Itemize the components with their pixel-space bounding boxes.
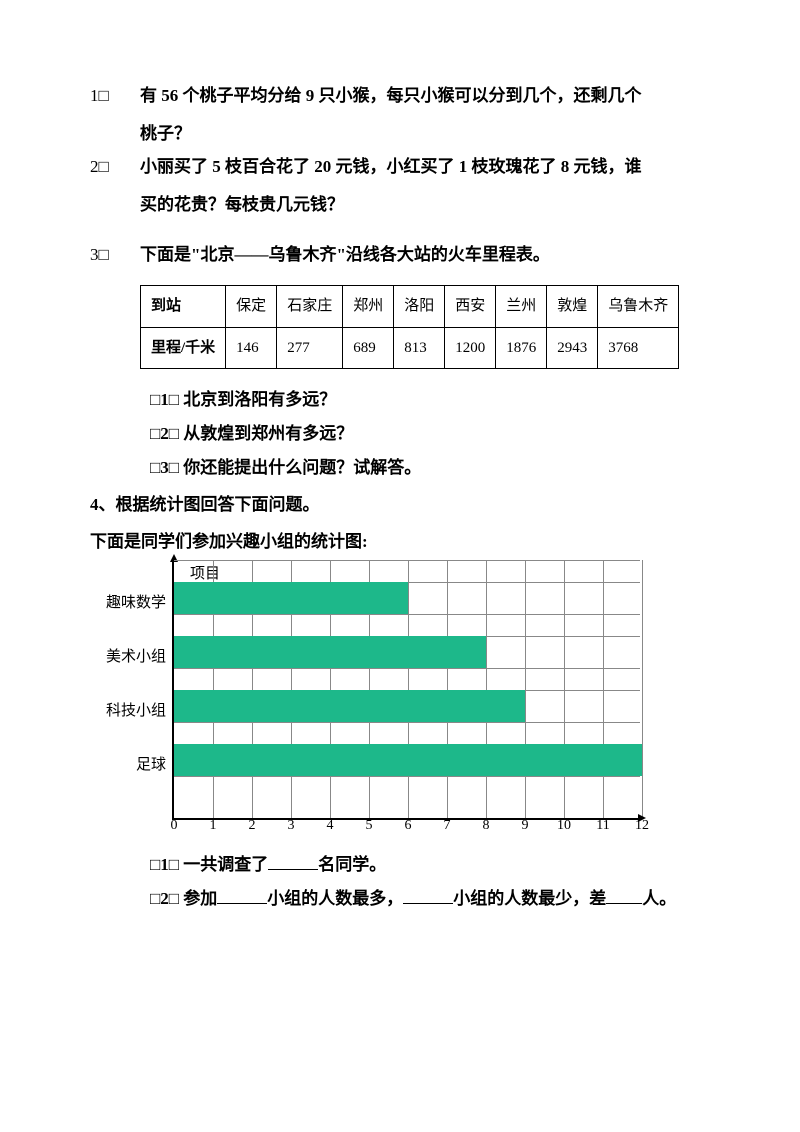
chart-x-tick: 11 [596,813,609,840]
chart-x-tick: 12 [635,813,649,840]
table-cell: 813 [394,327,445,369]
fill-blank[interactable] [403,885,453,904]
table-cell: 689 [343,327,394,369]
chart-gridline-horizontal [174,668,640,669]
fill-blank[interactable] [606,885,642,904]
table-cell: 兰州 [496,286,547,328]
chart-gridline-horizontal [174,722,640,723]
table-cell: 保定 [226,286,277,328]
text: □2□ 参加 [150,889,217,908]
chart-category-label: 科技小组 [106,697,166,726]
chart-x-tick: 0 [171,813,178,840]
chart-bar [174,744,642,776]
q1-text-line2: 桃子？ [90,118,710,150]
q3-text: 下面是"北京——乌鲁木齐"沿线各大站的火车里程表。 [140,239,710,271]
table-cell: 郑州 [343,286,394,328]
chart-bar [174,636,486,668]
chart-gridline-vertical [408,560,409,818]
chart-gridline-horizontal [174,560,640,561]
chart-gridline-vertical [525,560,526,818]
table-cell: 里程/千米 [141,327,226,369]
q3-subquestions: □1□ 北京到洛阳有多远？ □2□ 从敦煌到郑州有多远？ □3□ 你还能提出什么… [90,383,710,485]
q2-text: 小丽买了 5 枝百合花了 20 元钱，小红买了 1 枝玫瑰花了 8 元钱，谁 [140,151,710,183]
table-cell: 3768 [598,327,679,369]
q1-number: 1□ [90,80,140,112]
q2-number: 2□ [90,151,140,183]
chart-category-label: 足球 [136,751,166,780]
table-cell: 1200 [445,327,496,369]
table-row-header: 到站 保定 石家庄 郑州 洛阳 西安 兰州 敦煌 乌鲁木齐 [141,286,679,328]
chart-plot-area: 0123456789101112 [172,560,640,820]
text: 小组的人数最少，差 [453,889,606,908]
table-cell: 敦煌 [547,286,598,328]
text: 人。 [642,889,676,908]
chart-x-tick: 2 [249,813,256,840]
table-row-data: 里程/千米 146 277 689 813 1200 1876 2943 376… [141,327,679,369]
q4-sub-1: □1□ 一共调查了 名同学。 [150,848,710,882]
chart-gridline-vertical [642,560,643,818]
chart-bar [174,582,408,614]
chart-x-tick: 1 [210,813,217,840]
chart-gridline-vertical [447,560,448,818]
chart-x-tick: 4 [327,813,334,840]
chart-x-tick: 9 [522,813,529,840]
text: 小组的人数最多， [267,889,403,908]
question-1: 1□ 有 56 个桃子平均分给 9 只小猴，每只小猴可以分到几个，还剩几个 [90,80,710,112]
q3-number: 3□ [90,239,140,271]
text: 名同学。 [318,855,386,874]
q4-subquestions: □1□ 一共调查了 名同学。 □2□ 参加 小组的人数最多， 小组的人数最少，差 人。 [90,848,710,916]
chart-x-tick: 7 [444,813,451,840]
q4-subtitle: 下面是同学们参加兴趣小组的统计图: [90,526,710,558]
bar-chart: 项目 趣味数学美术小组科技小组足球 0123456789101112 [90,560,710,820]
question-3: 3□ 下面是"北京——乌鲁木齐"沿线各大站的火车里程表。 [90,239,710,271]
chart-x-tick: 6 [405,813,412,840]
question-2: 2□ 小丽买了 5 枝百合花了 20 元钱，小红买了 1 枝玫瑰花了 8 元钱，… [90,151,710,183]
q2-text-line2: 买的花贵？每枝贵几元钱？ [90,189,710,221]
chart-gridline-vertical [564,560,565,818]
distance-table: 到站 保定 石家庄 郑州 洛阳 西安 兰州 敦煌 乌鲁木齐 里程/千米 146 … [140,285,679,369]
table-cell: 乌鲁木齐 [598,286,679,328]
text: □1□ 一共调查了 [150,855,268,874]
chart-gridline-vertical [486,560,487,818]
table-cell: 洛阳 [394,286,445,328]
table-cell: 石家庄 [277,286,343,328]
table-cell: 西安 [445,286,496,328]
table-cell: 2943 [547,327,598,369]
chart-x-tick: 8 [483,813,490,840]
table-cell: 277 [277,327,343,369]
table-cell: 146 [226,327,277,369]
chart-bar [174,690,525,722]
chart-gridline-horizontal [174,776,640,777]
chart-x-tick: 10 [557,813,571,840]
q1-text: 有 56 个桃子平均分给 9 只小猴，每只小猴可以分到几个，还剩几个 [140,80,710,112]
q3-sub-2: □2□ 从敦煌到郑州有多远？ [150,417,710,451]
chart-x-tick: 3 [288,813,295,840]
chart-x-tick: 5 [366,813,373,840]
q4-sub-2: □2□ 参加 小组的人数最多， 小组的人数最少，差 人。 [150,882,710,916]
q4-intro: 4、根据统计图回答下面问题。 [90,489,710,521]
chart-gridline-horizontal [174,614,640,615]
chart-category-label: 趣味数学 [106,589,166,618]
table-cell: 到站 [141,286,226,328]
fill-blank[interactable] [268,851,318,870]
table-cell: 1876 [496,327,547,369]
chart-gridline-vertical [603,560,604,818]
q3-sub-3: □3□ 你还能提出什么问题？试解答。 [150,451,710,485]
chart-y-labels: 项目 趣味数学美术小组科技小组足球 [90,560,172,820]
fill-blank[interactable] [217,885,267,904]
q3-sub-1: □1□ 北京到洛阳有多远？ [150,383,710,417]
chart-category-label: 美术小组 [106,643,166,672]
